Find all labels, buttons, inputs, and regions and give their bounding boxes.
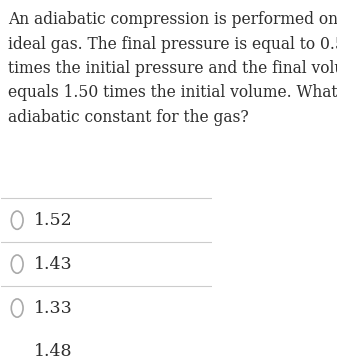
Text: An adiabatic compression is performed on an: An adiabatic compression is performed on…: [8, 11, 337, 28]
Text: ideal gas. The final pressure is equal to 0.560: ideal gas. The final pressure is equal t…: [8, 35, 337, 53]
Text: 1.52: 1.52: [34, 212, 73, 229]
Text: 1.33: 1.33: [34, 300, 73, 316]
Text: adiabatic constant for the gas?: adiabatic constant for the gas?: [8, 109, 248, 126]
Text: 1.43: 1.43: [34, 256, 73, 272]
Text: 1.48: 1.48: [34, 343, 72, 358]
Text: times the initial pressure and the final volume: times the initial pressure and the final…: [8, 60, 337, 77]
Text: equals 1.50 times the initial volume. What is the: equals 1.50 times the initial volume. Wh…: [8, 84, 337, 101]
